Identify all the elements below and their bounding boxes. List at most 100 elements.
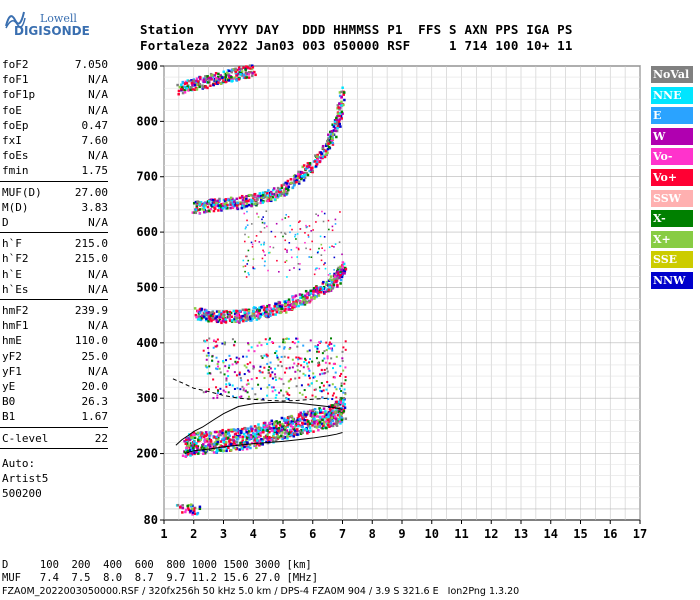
echo-point — [189, 442, 193, 445]
echo-point — [266, 433, 269, 436]
echo-point — [288, 300, 291, 304]
echo-point — [300, 428, 303, 432]
spread-echo-point — [331, 245, 333, 248]
echo-point — [280, 186, 284, 190]
param-value: 25.0 — [81, 349, 109, 363]
echo-point — [225, 71, 229, 75]
spread-echo-point — [265, 210, 268, 213]
spread-echo-point — [320, 254, 323, 256]
spread-echo-point — [340, 384, 343, 387]
echo-point — [205, 309, 208, 312]
echo-point — [196, 433, 200, 436]
echo-point — [195, 79, 198, 83]
spread-echo-point — [215, 340, 218, 343]
echo-point — [245, 319, 248, 323]
echo-point — [342, 93, 345, 96]
echo-point — [264, 194, 267, 197]
echo-point — [231, 438, 234, 442]
spread-echo-point — [263, 222, 266, 224]
spread-echo-point — [318, 341, 321, 344]
low-echo-point — [181, 504, 184, 507]
spread-echo-point — [252, 366, 255, 369]
spread-echo-point — [269, 373, 272, 376]
spread-echo-point — [290, 256, 293, 259]
echo-point — [282, 183, 285, 186]
spread-echo-point — [344, 379, 347, 382]
spread-echo-point — [244, 390, 247, 393]
legend-item-sse: SSE — [651, 251, 693, 269]
echo-point — [245, 202, 249, 206]
spread-echo-point — [326, 367, 329, 370]
echo-point — [315, 286, 319, 290]
echo-point — [213, 198, 216, 201]
echo-point — [221, 317, 225, 320]
echo-point — [235, 447, 238, 451]
echo-point — [315, 415, 319, 418]
spread-echo-point — [244, 265, 247, 267]
echo-point — [220, 321, 223, 325]
echo-point — [315, 420, 319, 423]
spread-echo-point — [288, 269, 291, 271]
echo-point — [239, 201, 242, 204]
echo-point — [263, 436, 267, 440]
low-echo-point — [191, 513, 194, 516]
echo-point — [226, 437, 230, 440]
echo-point — [324, 153, 328, 156]
spread-echo-point — [269, 246, 271, 248]
spread-echo-point — [204, 340, 207, 343]
echo-point — [234, 70, 238, 74]
spread-echo-point — [314, 268, 317, 271]
echo-point — [255, 442, 259, 446]
echo-point — [184, 442, 188, 446]
echo-point — [272, 187, 276, 190]
echo-point — [335, 400, 339, 404]
echo-point — [331, 409, 334, 413]
spread-echo-point — [316, 267, 318, 269]
echo-point — [267, 305, 271, 309]
echo-point — [274, 195, 278, 199]
spread-echo-point — [208, 365, 211, 368]
echo-point — [226, 312, 230, 316]
spread-echo-point — [260, 355, 263, 358]
spread-echo-point — [329, 272, 331, 275]
echo-point — [229, 428, 233, 432]
echo-point — [199, 438, 202, 442]
echo-point — [215, 430, 218, 434]
echo-point — [247, 76, 251, 79]
echo-point — [204, 431, 208, 434]
echo-point — [273, 420, 276, 424]
echo-point — [272, 436, 275, 439]
echo-point — [316, 158, 320, 161]
echo-point — [283, 187, 287, 191]
spread-echo-point — [242, 389, 245, 392]
spread-echo-point — [344, 340, 347, 343]
spread-echo-point — [243, 364, 246, 367]
echo-point — [330, 416, 334, 420]
spread-echo-point — [331, 398, 334, 401]
echo-point — [306, 423, 310, 426]
echo-point — [334, 423, 338, 426]
echo-point — [242, 66, 245, 69]
param-value: 3.83 — [81, 200, 109, 214]
echo-point — [246, 309, 249, 312]
echo-point — [229, 196, 233, 200]
spread-echo-point — [251, 387, 254, 390]
echo-point — [242, 319, 245, 323]
spread-echo-point — [304, 357, 307, 360]
spread-echo-point — [281, 218, 284, 221]
echo-point — [344, 268, 348, 271]
echo-point — [195, 450, 198, 454]
echo-point — [319, 285, 323, 289]
echo-point — [259, 194, 263, 198]
spread-echo-point — [286, 393, 289, 396]
echo-point — [249, 446, 252, 450]
echo-point — [329, 135, 333, 139]
echo-point — [206, 205, 210, 209]
echo-point — [331, 141, 335, 145]
echo-point — [340, 104, 343, 107]
echo-point — [288, 304, 292, 307]
echo-point — [267, 439, 270, 442]
spread-echo-point — [289, 231, 291, 234]
spread-echo-point — [247, 369, 250, 372]
echo-point — [291, 298, 295, 301]
